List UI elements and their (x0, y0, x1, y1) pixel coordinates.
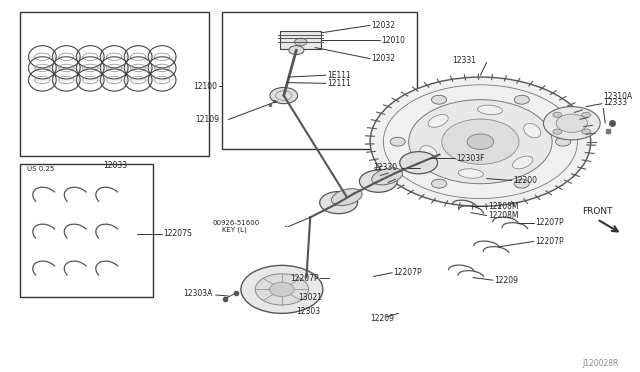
Circle shape (442, 119, 519, 164)
Circle shape (360, 170, 397, 192)
Text: 12303A: 12303A (183, 289, 212, 298)
Bar (222, 13, 417, 149)
Circle shape (514, 95, 529, 104)
Circle shape (294, 38, 307, 46)
Text: 12310A: 12310A (604, 92, 632, 101)
Text: 12208M: 12208M (488, 211, 518, 220)
Text: 12303F: 12303F (456, 154, 485, 163)
Circle shape (409, 100, 552, 184)
Circle shape (370, 77, 591, 206)
Ellipse shape (372, 168, 403, 185)
Text: 12303: 12303 (296, 307, 321, 316)
Bar (20, 13, 209, 157)
Text: 12331: 12331 (452, 56, 477, 65)
Text: 12333: 12333 (604, 99, 627, 108)
Text: 1E111: 1E111 (327, 71, 351, 80)
Text: 12207P: 12207P (535, 218, 564, 227)
Circle shape (289, 46, 304, 55)
Text: 12111: 12111 (327, 79, 351, 88)
Ellipse shape (332, 189, 362, 206)
Circle shape (241, 265, 323, 313)
Text: 12208M: 12208M (488, 202, 518, 211)
Text: KEY (L): KEY (L) (222, 226, 247, 233)
Circle shape (269, 282, 294, 296)
Text: 12209: 12209 (370, 314, 394, 323)
Bar (280, 31, 321, 49)
Text: 12032: 12032 (371, 21, 396, 30)
Circle shape (320, 192, 358, 214)
Circle shape (431, 95, 447, 104)
Text: 12207P: 12207P (290, 274, 319, 283)
Circle shape (582, 129, 591, 134)
Ellipse shape (524, 124, 541, 138)
Text: J120028R: J120028R (582, 359, 619, 368)
Circle shape (390, 137, 405, 146)
Text: 12200: 12200 (513, 176, 537, 185)
Circle shape (383, 85, 577, 199)
Bar (20, 164, 153, 297)
Text: 12033: 12033 (103, 161, 127, 170)
Text: 12010: 12010 (381, 36, 405, 45)
Text: 12207S: 12207S (163, 230, 192, 238)
Text: 12100: 12100 (193, 82, 217, 91)
Circle shape (556, 114, 588, 132)
Circle shape (270, 87, 298, 104)
Circle shape (556, 137, 571, 146)
Circle shape (514, 179, 529, 188)
Circle shape (467, 134, 493, 150)
Circle shape (553, 112, 562, 117)
Text: 12209: 12209 (494, 276, 518, 285)
Text: 12032: 12032 (371, 54, 396, 63)
Text: 12330: 12330 (374, 163, 397, 172)
Circle shape (582, 112, 591, 117)
Circle shape (543, 107, 600, 140)
Circle shape (553, 129, 562, 134)
Text: FRONT: FRONT (582, 207, 612, 217)
Circle shape (400, 152, 438, 174)
Text: 00926-51600: 00926-51600 (212, 220, 260, 226)
Circle shape (255, 274, 308, 305)
Text: US 0.25: US 0.25 (27, 166, 54, 172)
Text: 12207P: 12207P (394, 268, 422, 277)
Ellipse shape (428, 115, 448, 127)
Text: 12207P: 12207P (535, 237, 564, 246)
Text: 12109: 12109 (195, 115, 219, 124)
Circle shape (431, 179, 447, 188)
Ellipse shape (420, 145, 437, 160)
Ellipse shape (477, 105, 502, 115)
Text: 13021: 13021 (298, 293, 322, 302)
Ellipse shape (458, 169, 483, 178)
Ellipse shape (513, 156, 532, 169)
